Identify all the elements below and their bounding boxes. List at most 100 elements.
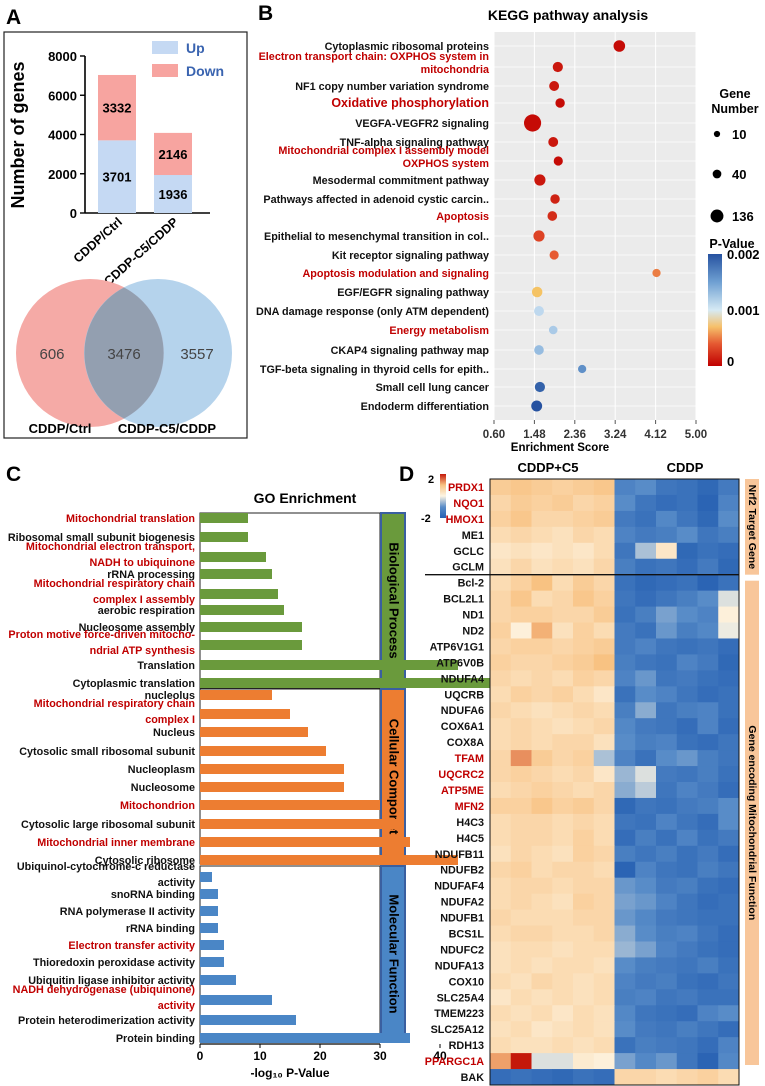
heatmap-cell (573, 1069, 595, 1086)
heatmap-cell (614, 766, 636, 783)
go-bar (200, 605, 284, 615)
kegg-pathway-label: Endoderm differentiation (361, 401, 489, 413)
kegg-x-axis-label: Enrichment Score (511, 442, 609, 454)
go-term-label-line: activity (158, 1000, 195, 1012)
kegg-pathway-label: Apoptosis modulation and signaling (302, 268, 489, 280)
heatmap-cell (635, 829, 657, 847)
heatmap-cell (490, 494, 512, 512)
venn-value-left: 606 (39, 346, 64, 363)
heatmap-cell (656, 766, 678, 783)
heatmap-cell (718, 654, 740, 671)
heatmap-cell (510, 957, 532, 974)
heatmap-cell (614, 479, 636, 496)
heatmap-cell (718, 973, 740, 990)
heatmap-cell (614, 782, 636, 799)
go-term-label-line: Mitochondrial respiratory chain (34, 698, 195, 710)
go-term-label: Cytosolic large ribosomal subunit (21, 819, 195, 831)
go-x-tick-label: 20 (313, 1049, 327, 1063)
heatmap-cell (656, 957, 678, 974)
heatmap-cell (552, 734, 574, 751)
heatmap-cell (490, 718, 512, 735)
heatmap-gene-label: NDUFA4 (441, 673, 484, 685)
heatmap-cell (656, 782, 678, 799)
heatmap-cell (593, 1021, 615, 1038)
heatmap-cell (573, 479, 595, 496)
heatmap-cell (490, 702, 512, 719)
kegg-point (577, 364, 587, 374)
kegg-point (531, 286, 543, 298)
color-legend-label: 0.002 (727, 247, 760, 262)
heatmap-cell (718, 989, 740, 1006)
heatmap-cell (531, 606, 553, 624)
heatmap-cell (490, 1037, 512, 1054)
heatmap-cell (573, 973, 595, 990)
go-term-label-line: ndrial ATP synthesis (90, 645, 195, 657)
heatmap-cell (697, 1069, 719, 1086)
heatmap-cell (490, 526, 512, 544)
kegg-point (613, 40, 626, 52)
heatmap-gene-label: ND2 (462, 626, 484, 638)
go-term-label-line: NADH dehydrogenase (ubiquinone) (13, 984, 196, 996)
color-legend-label: 0.001 (727, 303, 760, 318)
kegg-pathway-label: VEGFA-VEGFR2 signaling (355, 118, 489, 130)
go-bar (200, 746, 326, 756)
go-term-label: aerobic respiration (98, 605, 195, 617)
heatmap-gene-label: MFN2 (455, 801, 484, 813)
heatmap-cell (614, 925, 636, 942)
heatmap-gene-label: SLC25A4 (437, 992, 484, 1004)
go-x-tick-label: 30 (373, 1049, 387, 1063)
heatmap-cell (656, 861, 678, 879)
go-bar (200, 872, 212, 882)
heatmap-cell (656, 1005, 678, 1022)
heatmap-cell (490, 479, 512, 496)
heatmap-cell (718, 797, 740, 815)
heatmap-cell (676, 1069, 698, 1086)
heatmap-cell (490, 973, 512, 990)
heatmap-cell (552, 670, 574, 687)
heatmap-cell (697, 1021, 719, 1038)
heatmap-cell (531, 957, 553, 974)
heatmap-cell (614, 1021, 636, 1038)
heatmap-cell (490, 782, 512, 799)
kegg-pathway-label: DNA damage response (only ATM dependent) (256, 306, 489, 318)
go-x-tick-label: 40 (433, 1049, 447, 1063)
y-tick-label: 4000 (48, 128, 77, 143)
heatmap-cell (531, 813, 553, 831)
gene-heatmap: PRDX1 NQO1 HMOX1 ME1 GCLC GCLM Bcl-2 BCL2L1 ND1 N… (421, 460, 759, 1086)
heatmap-cell (718, 782, 740, 799)
kegg-point (534, 381, 546, 393)
heatmap-cell (718, 734, 740, 751)
heatmap-cell (635, 1053, 657, 1070)
kegg-pathway-label: TNF-alpha signaling pathway (340, 137, 489, 149)
heatmap-cell (510, 829, 532, 847)
heatmap-cell (635, 734, 657, 751)
heatmap-cell (573, 893, 595, 911)
heatmap-cell (531, 925, 553, 942)
heatmap-cell (573, 542, 595, 560)
heatmap-cell (490, 1021, 512, 1038)
heatmap-cell (510, 654, 532, 671)
heatmap-cell (656, 606, 678, 624)
heatmap-gene-label: BAK (461, 1072, 485, 1084)
heatmap-gene-label: NQO1 (453, 498, 484, 510)
go-bar (200, 800, 380, 810)
heatmap-cell (676, 686, 698, 703)
heatmap-cell (531, 1069, 553, 1086)
heatmap-gene-label: NDUFA6 (441, 705, 484, 717)
go-term-label-line: Proton motive force-driven mitocho- (8, 629, 195, 641)
go-term-label-line: Mitochondrial respiratory chain (34, 578, 195, 590)
heatmap-cell (510, 877, 532, 895)
heatmap-cell (552, 973, 574, 990)
heatmap-cell (676, 718, 698, 735)
kegg-pathway-label: EGF/EGFR signaling pathway (337, 287, 489, 299)
heatmap-cell (552, 526, 574, 544)
heatmap-cell (614, 590, 636, 608)
heatmap-cell (676, 654, 698, 671)
go-bar (200, 589, 278, 599)
heatmap-cell (552, 957, 574, 974)
heatmap-cell (718, 638, 740, 655)
heatmap-cell (697, 510, 719, 528)
heatmap-cell (656, 1069, 678, 1086)
kegg-point (549, 81, 560, 91)
data-label-down: 3332 (103, 101, 132, 116)
